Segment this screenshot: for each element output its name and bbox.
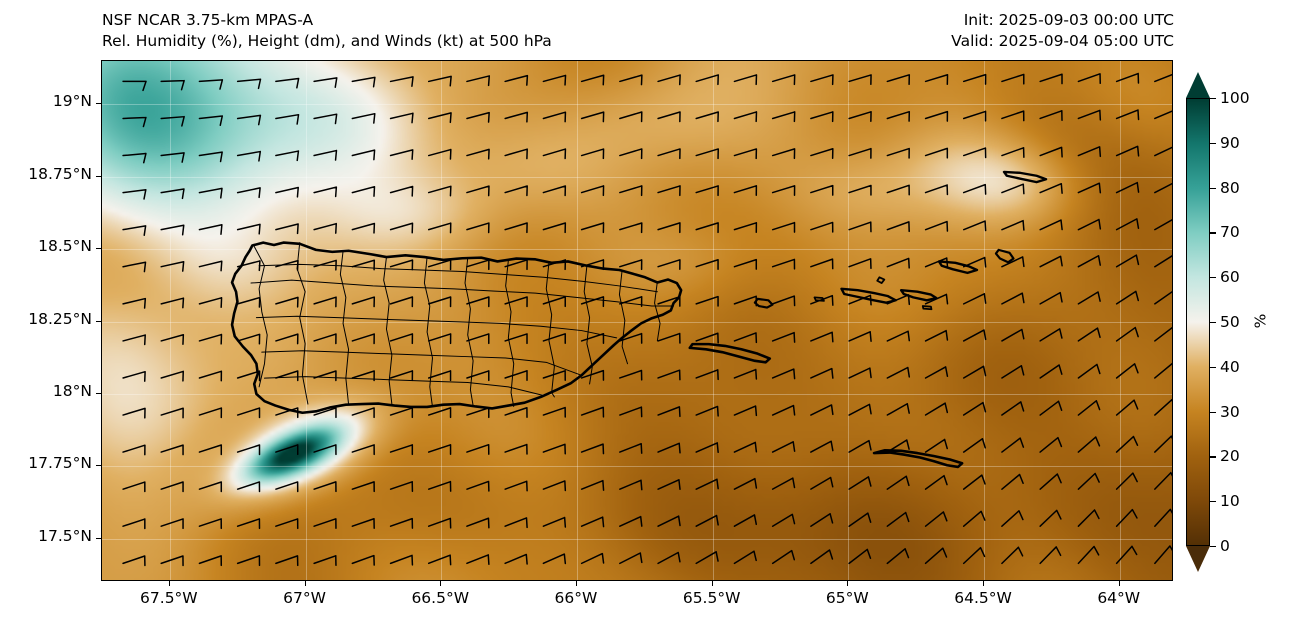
colorbar-extend-min: [1186, 546, 1210, 572]
humidity-field: [102, 61, 1172, 580]
wind-barb-layer: [102, 61, 1172, 580]
colorbar-tick-label: 80: [1220, 178, 1240, 197]
colorbar-tick: [1210, 187, 1216, 189]
header-left: NSF NCAR 3.75-km MPAS-A Rel. Humidity (%…: [102, 10, 552, 52]
colorbar-tick: [1210, 277, 1216, 279]
longitude-label: 67.5°W: [140, 589, 198, 607]
colorbar-tick: [1210, 456, 1216, 458]
colorbar-tick-label: 90: [1220, 133, 1240, 152]
longitude-label: 65°W: [825, 589, 869, 607]
longitude-label: 66.5°W: [411, 589, 470, 607]
valid-time: Valid: 2025-09-04 05:00 UTC: [951, 32, 1174, 50]
latitude-label: 18.5°N: [38, 237, 92, 256]
model-title: NSF NCAR 3.75-km MPAS-A: [102, 11, 314, 29]
field-title: Rel. Humidity (%), Height (dm), and Wind…: [102, 32, 552, 50]
colorbar-tick-label: 20: [1220, 447, 1240, 466]
colorbar-tick-label: 50: [1220, 313, 1240, 331]
colorbar-tick-label: 70: [1220, 223, 1240, 242]
colorbar-tick: [1210, 322, 1216, 324]
longitude-tick: [711, 581, 713, 586]
longitude-label: 66°W: [554, 589, 598, 607]
latitude-label: 17.75°N: [28, 454, 92, 473]
colorbar-tick-label: 0: [1220, 537, 1230, 555]
longitude-label: 65.5°W: [682, 589, 741, 607]
colorbar-tick-label: 40: [1220, 357, 1240, 376]
longitude-label: 67°W: [283, 589, 326, 607]
colorbar-tick-label: 30: [1220, 402, 1240, 421]
colorbar-tick-label: 60: [1220, 268, 1240, 287]
longitude-tick: [1118, 581, 1120, 586]
colorbar: 0 10 20 30 40 50 60 70 80 90 100: [1186, 72, 1250, 572]
longitude-tick: [847, 581, 849, 586]
latitude-label: 18°N: [52, 381, 92, 400]
longitude-tick: [440, 581, 442, 586]
latitude-tick: [96, 320, 101, 322]
longitude-tick: [983, 581, 985, 586]
colorbar-tick: [1210, 501, 1216, 503]
colorbar-tick: [1210, 546, 1216, 548]
latitude-tick: [96, 103, 101, 105]
longitude-tick: [168, 581, 170, 586]
longitude-label: 64.5°W: [954, 589, 1012, 607]
colorbar-tick: [1210, 98, 1216, 100]
longitude-tick: [304, 581, 306, 586]
colorbar-extend-max: [1186, 72, 1210, 98]
colorbar-tick-label: 100: [1220, 89, 1250, 107]
map-panel: [101, 60, 1173, 581]
latitude-label: 19°N: [52, 92, 92, 111]
map-gridlines: [102, 61, 1172, 580]
latitude-tick: [96, 465, 101, 467]
latitude-tick: [96, 248, 101, 250]
latitude-label: 18.25°N: [28, 309, 92, 328]
longitude-tick: [575, 581, 577, 586]
colorbar-tick: [1210, 232, 1216, 234]
colorbar-tick: [1210, 411, 1216, 413]
colorbar-tick: [1210, 142, 1216, 145]
latitude-tick: [96, 392, 101, 394]
latitude-tick: [96, 175, 101, 177]
colorbar-tick-label: 10: [1220, 492, 1240, 511]
init-time: Init: 2025-09-03 00:00 UTC: [963, 11, 1174, 29]
coastline-layer: [102, 61, 1172, 580]
latitude-label: 18.75°N: [28, 164, 92, 183]
latitude-label: 17.5°N: [38, 526, 92, 545]
colorbar-gradient: [1186, 98, 1210, 546]
colorbar-tick: [1210, 366, 1216, 369]
header-right: Init: 2025-09-03 00:00 UTC Valid: 2025-0…: [951, 10, 1174, 52]
colorbar-unit-label: %: [1251, 313, 1270, 329]
longitude-label: 64°W: [1097, 589, 1141, 607]
latitude-tick: [96, 537, 101, 539]
